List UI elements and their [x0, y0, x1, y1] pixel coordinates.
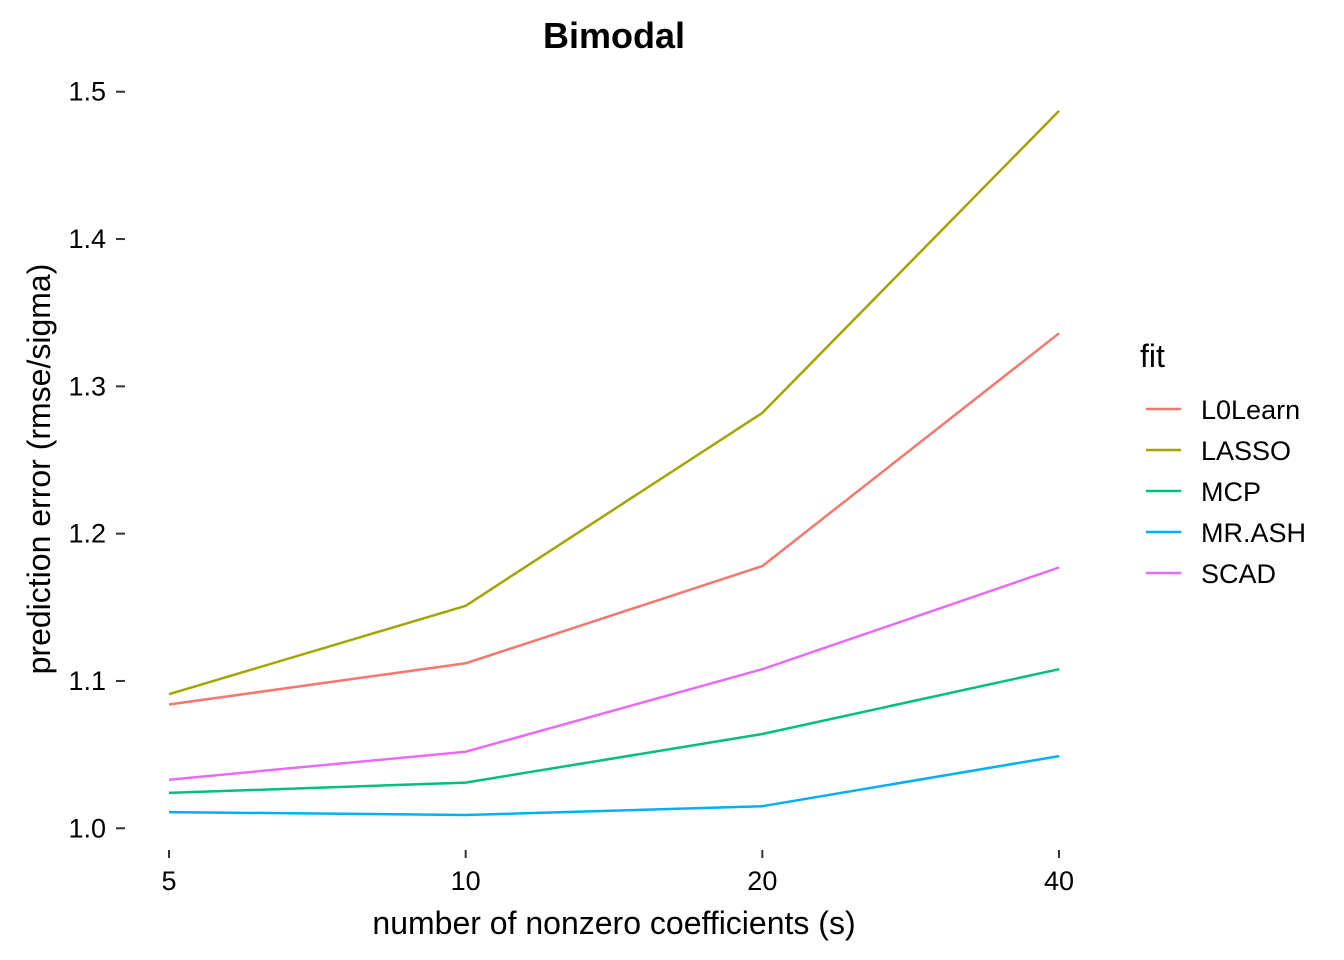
y-tick-label: 1.2 [68, 519, 106, 549]
series-line-l0learn [168, 332, 1060, 706]
y-tick-label: 1.3 [68, 371, 106, 401]
legend-label-lasso: LASSO [1201, 436, 1291, 466]
y-tick-label: 1.4 [68, 224, 106, 254]
series-lines [168, 110, 1060, 817]
y-tick-label: 1.0 [68, 813, 106, 843]
y-axis: 1.0 1.1 1.2 1.3 1.4 1.5 [68, 77, 125, 843]
y-axis-title: prediction error (rmse/sigma) [21, 264, 57, 675]
x-axis-title: number of nonzero coefficients (s) [372, 905, 855, 941]
y-tick-label: 1.5 [68, 77, 106, 107]
series-line-lasso [168, 110, 1060, 696]
legend-label-mr-ash: MR.ASH [1201, 518, 1306, 548]
x-tick-label: 10 [451, 866, 481, 896]
chart-title: Bimodal [543, 15, 685, 56]
x-tick-label: 40 [1044, 866, 1074, 896]
legend: fit L0Learn LASSO MCP MR.ASH SCAD [1140, 338, 1306, 589]
legend-items: L0Learn LASSO MCP MR.ASH SCAD [1146, 395, 1306, 589]
x-tick-label: 20 [747, 866, 777, 896]
y-tick-label: 1.1 [68, 666, 106, 696]
legend-label-mcp: MCP [1201, 477, 1261, 507]
series-line-scad [168, 566, 1060, 781]
series-line-mr-ash [168, 754, 1060, 817]
x-tick-label: 5 [161, 866, 176, 896]
legend-title: fit [1140, 338, 1165, 374]
legend-label-scad: SCAD [1201, 559, 1276, 589]
series-line-mcp [168, 667, 1060, 795]
legend-label-l0learn: L0Learn [1201, 395, 1300, 425]
x-axis: 5 10 20 40 [161, 850, 1074, 896]
